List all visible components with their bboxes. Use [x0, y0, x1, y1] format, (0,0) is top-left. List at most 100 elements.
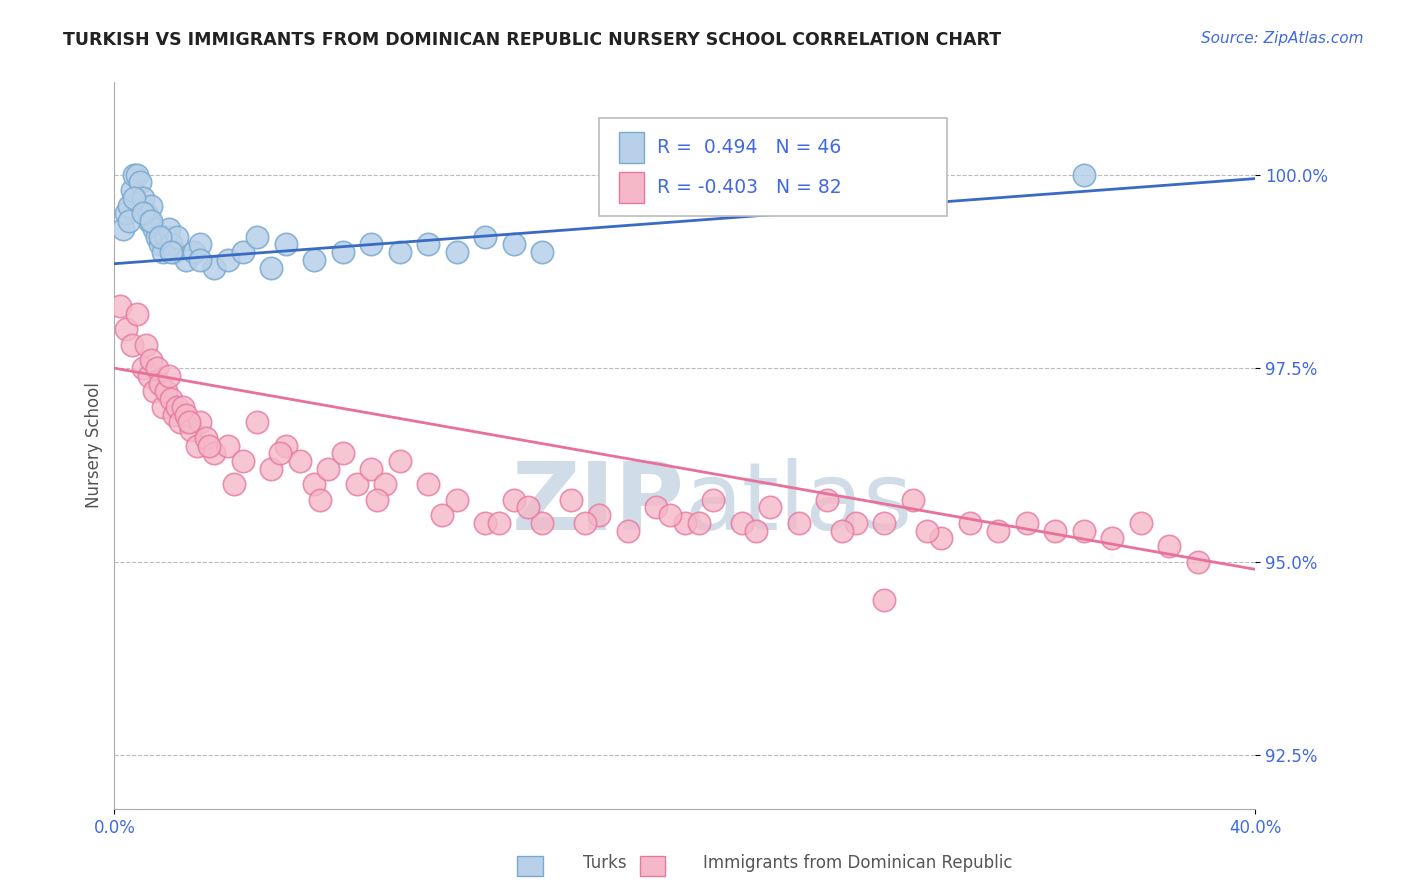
Point — [416, 477, 439, 491]
Text: R = -0.403   N = 82: R = -0.403 N = 82 — [658, 178, 842, 197]
Point — [931, 532, 953, 546]
Point — [124, 191, 146, 205]
Point — [308, 492, 330, 507]
Point — [174, 408, 197, 422]
Point — [360, 461, 382, 475]
Point — [127, 307, 149, 321]
Point — [731, 516, 754, 530]
Point — [217, 252, 239, 267]
Point — [135, 338, 157, 352]
Text: ZIP: ZIP — [512, 458, 685, 549]
Point — [132, 191, 155, 205]
Point — [149, 229, 172, 244]
Point — [332, 446, 354, 460]
Point — [787, 516, 810, 530]
Point — [959, 516, 981, 530]
Point — [432, 508, 454, 523]
Point — [474, 516, 496, 530]
Point — [177, 415, 200, 429]
Point — [163, 408, 186, 422]
Point — [845, 516, 868, 530]
Point — [172, 400, 194, 414]
Point — [873, 593, 896, 607]
Point — [260, 461, 283, 475]
Bar — [619, 132, 644, 162]
Point — [516, 500, 538, 515]
Point — [174, 252, 197, 267]
Point — [374, 477, 396, 491]
Point — [702, 492, 724, 507]
Point — [588, 508, 610, 523]
Point — [745, 524, 768, 538]
Point — [673, 516, 696, 530]
Y-axis label: Nursery School: Nursery School — [86, 383, 103, 508]
Point — [346, 477, 368, 491]
Point — [155, 229, 177, 244]
Point — [132, 361, 155, 376]
Point — [659, 508, 682, 523]
Point — [197, 438, 219, 452]
Point — [141, 199, 163, 213]
Point — [194, 431, 217, 445]
Point — [366, 492, 388, 507]
Point — [232, 454, 254, 468]
Text: Turks: Turks — [583, 855, 627, 872]
Point — [488, 516, 510, 530]
Point — [388, 245, 411, 260]
Point — [160, 237, 183, 252]
Text: Source: ZipAtlas.com: Source: ZipAtlas.com — [1201, 31, 1364, 46]
Point — [302, 252, 325, 267]
Point — [873, 516, 896, 530]
Point — [759, 500, 782, 515]
Point — [180, 423, 202, 437]
Point — [118, 214, 141, 228]
Point — [132, 206, 155, 220]
Point — [1073, 168, 1095, 182]
Point — [217, 438, 239, 452]
Point — [274, 438, 297, 452]
Point — [531, 245, 554, 260]
Point — [202, 446, 225, 460]
Point — [688, 516, 710, 530]
Point — [260, 260, 283, 275]
Point — [560, 492, 582, 507]
Point — [160, 392, 183, 406]
Point — [274, 237, 297, 252]
Text: Immigrants from Dominican Republic: Immigrants from Dominican Republic — [703, 855, 1012, 872]
Point — [269, 446, 291, 460]
Point — [531, 516, 554, 530]
Point — [232, 245, 254, 260]
Point — [157, 368, 180, 383]
Point — [987, 524, 1010, 538]
Point — [446, 245, 468, 260]
Point — [831, 524, 853, 538]
Point — [118, 199, 141, 213]
Point — [502, 237, 524, 252]
Point — [166, 400, 188, 414]
Point — [138, 368, 160, 383]
FancyBboxPatch shape — [599, 119, 948, 217]
Point — [188, 237, 211, 252]
Point — [288, 454, 311, 468]
Point — [246, 229, 269, 244]
Point — [127, 168, 149, 182]
Point — [1045, 524, 1067, 538]
Point — [183, 245, 205, 260]
Point — [188, 415, 211, 429]
Point — [135, 206, 157, 220]
Point — [157, 222, 180, 236]
Point — [224, 477, 246, 491]
Point — [188, 252, 211, 267]
Point — [446, 492, 468, 507]
Text: atlas: atlas — [685, 458, 912, 549]
Point — [121, 338, 143, 352]
Point — [163, 245, 186, 260]
Point — [124, 168, 146, 182]
Bar — [640, 856, 665, 876]
Point — [143, 222, 166, 236]
Point — [246, 415, 269, 429]
Point — [121, 183, 143, 197]
Bar — [619, 172, 644, 202]
Point — [108, 299, 131, 313]
Point — [332, 245, 354, 260]
